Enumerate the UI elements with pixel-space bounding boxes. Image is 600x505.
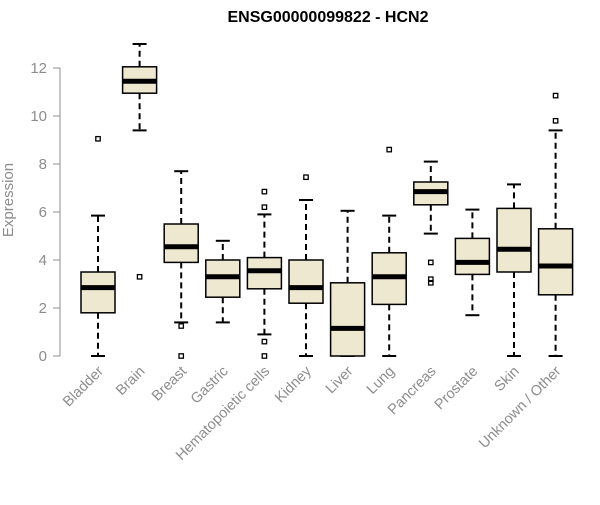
outlier-point <box>261 188 268 195</box>
x-tick-label: Bladder <box>60 363 107 410</box>
y-tick-label: 2 <box>39 300 47 317</box>
outlier-point <box>261 338 268 345</box>
box-iqr <box>496 207 532 273</box>
box-group <box>163 170 199 359</box>
box-group <box>371 146 407 357</box>
outlier-point <box>386 146 393 153</box>
outlier-point <box>136 273 143 280</box>
x-tick-label: Liver <box>323 363 357 397</box>
outlier-point <box>178 323 185 329</box>
box-group <box>288 174 324 357</box>
outlier-point <box>552 117 559 124</box>
box-iqr <box>163 223 199 264</box>
box-iqr <box>80 271 116 314</box>
y-tick-label: 0 <box>39 348 47 365</box>
box-iqr <box>537 228 574 296</box>
x-tick-label: Prostate <box>432 364 481 413</box>
box-iqr <box>288 259 324 304</box>
outlier-point <box>261 204 268 211</box>
x-tick-label: Skin <box>492 364 523 395</box>
outlier-point <box>427 259 434 266</box>
box-group <box>329 209 366 357</box>
y-tick-label: 8 <box>39 156 47 173</box>
plot-area <box>80 43 574 359</box>
y-tick-label: 4 <box>39 252 47 269</box>
box-group <box>537 92 574 357</box>
outlier-point <box>261 353 268 359</box>
box-group <box>205 239 241 324</box>
outlier-point <box>427 276 434 283</box>
box-group <box>496 183 532 357</box>
x-tick-label: Brain <box>113 364 148 399</box>
outlier-point <box>178 353 185 359</box>
box-group <box>246 188 283 359</box>
outlier-point <box>427 279 434 286</box>
y-axis-label: Expression <box>0 163 17 237</box>
y-tick-label: 10 <box>30 108 47 125</box>
box-group <box>80 135 116 357</box>
x-tick-label: Kidney <box>272 363 315 406</box>
x-tick-label: Breast <box>149 364 190 405</box>
box-iqr <box>329 282 366 357</box>
box-group <box>121 43 158 280</box>
y-tick-label: 6 <box>39 204 47 221</box>
box-iqr <box>454 237 491 276</box>
outlier-point <box>95 135 101 142</box>
y-tick-label: 12 <box>30 60 47 77</box>
x-tick-label: Lung <box>364 364 398 398</box>
box-group <box>413 160 449 286</box>
chart-title: ENSG00000099822 - HCN2 <box>227 9 428 26</box>
outlier-point <box>552 92 559 99</box>
y-axis: 0 2 4 6 8 10 12 <box>30 60 61 365</box>
outlier-point <box>303 174 309 181</box>
box-group <box>454 208 491 317</box>
